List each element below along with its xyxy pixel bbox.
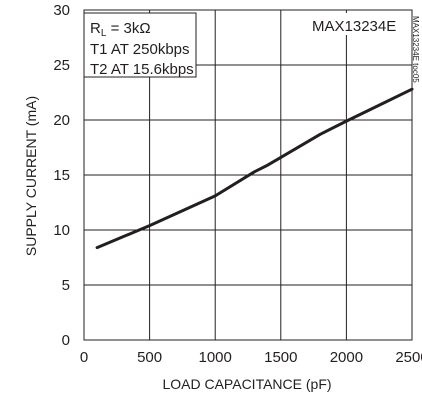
y-tick-label: 15	[53, 167, 70, 184]
y-tick-label: 10	[53, 222, 70, 239]
legend-t2: T2 AT 15.6kbps	[90, 61, 194, 78]
y-tick-label: 5	[62, 277, 70, 294]
y-axis-title: SUPPLY CURRENT (mA)	[23, 96, 39, 256]
part-number: MAX13234E	[312, 18, 396, 35]
y-tick-label: 0	[62, 332, 70, 349]
x-tick-label: 2000	[330, 349, 363, 366]
x-axis-title: LOAD CAPACITANCE (pF)	[162, 376, 331, 392]
y-tick-label: 20	[53, 112, 70, 129]
supply-current-line	[95, 87, 414, 250]
part-number-box	[306, 13, 404, 35]
y-tick-label: 30	[53, 2, 70, 19]
x-tick-label: 500	[137, 349, 162, 366]
x-tick-label: 1000	[199, 349, 232, 366]
legend-box	[83, 12, 197, 78]
plot-frame	[83, 9, 413, 341]
x-tick-label: 1500	[264, 349, 297, 366]
x-tick-label: 0	[80, 349, 88, 366]
legend-rl: RL = 3kΩ	[90, 20, 151, 39]
side-tag: MAX13234E toc05	[411, 16, 420, 83]
y-tick-label: 25	[53, 57, 70, 74]
legend-t1: T1 AT 250kbps	[90, 41, 190, 58]
